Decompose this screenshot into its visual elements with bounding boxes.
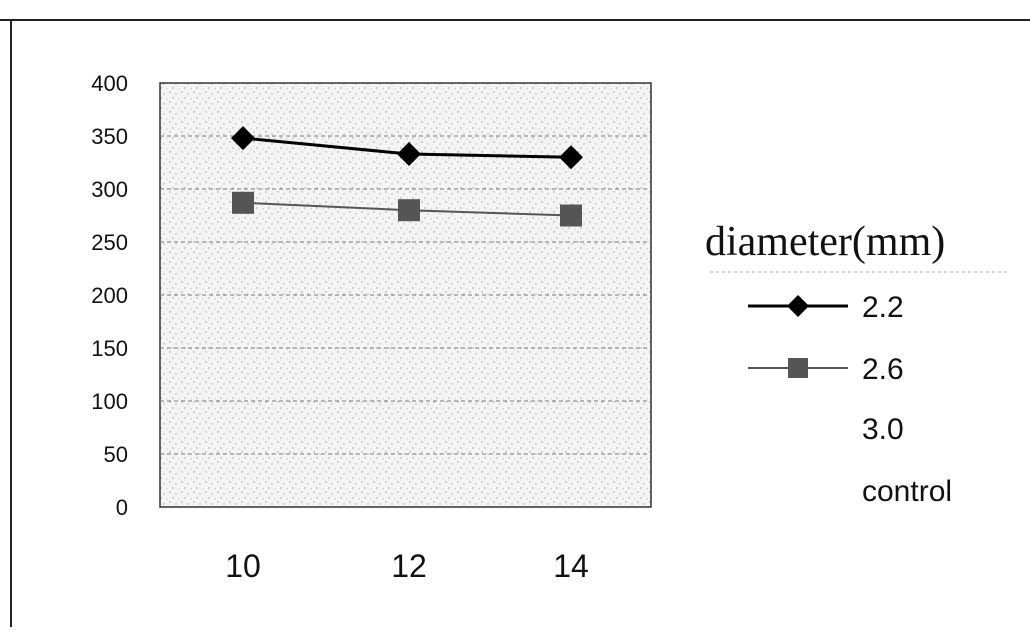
y-tick-label: 0 [116,495,128,520]
data-point [232,191,254,214]
grid-lines [160,135,651,455]
legend-label: 2.6 [862,353,904,386]
legend-label: control [862,475,952,508]
legend-title: diameter(mm) [705,219,945,265]
y-tick-label: 150 [91,336,128,361]
y-tick-label: 50 [104,442,128,467]
data-point [397,142,421,167]
legend-label: 3.0 [862,413,904,446]
y-axis: 0 50 100 150 200 250 300 350 400 [91,71,128,520]
x-tick-label: 10 [225,548,261,584]
x-tick-label: 12 [391,548,427,584]
y-tick-label: 200 [91,283,128,308]
y-tick-label: 250 [91,230,128,255]
data-point [231,126,255,151]
y-tick-label: 300 [91,177,128,202]
y-tick-label: 400 [91,71,128,96]
data-point [560,204,582,227]
data-point [559,145,583,170]
legend: diameter(mm) 2.2 2.6 3.0 control [705,219,1010,508]
x-axis: 10 12 14 [225,548,589,584]
x-tick-label: 14 [553,548,589,584]
legend-marker [787,295,809,317]
data-point [398,199,420,222]
legend-marker [788,358,808,378]
y-tick-label: 350 [91,124,128,149]
legend-label: 2.2 [862,291,904,324]
series-group [231,126,583,227]
y-tick-label: 100 [91,389,128,414]
